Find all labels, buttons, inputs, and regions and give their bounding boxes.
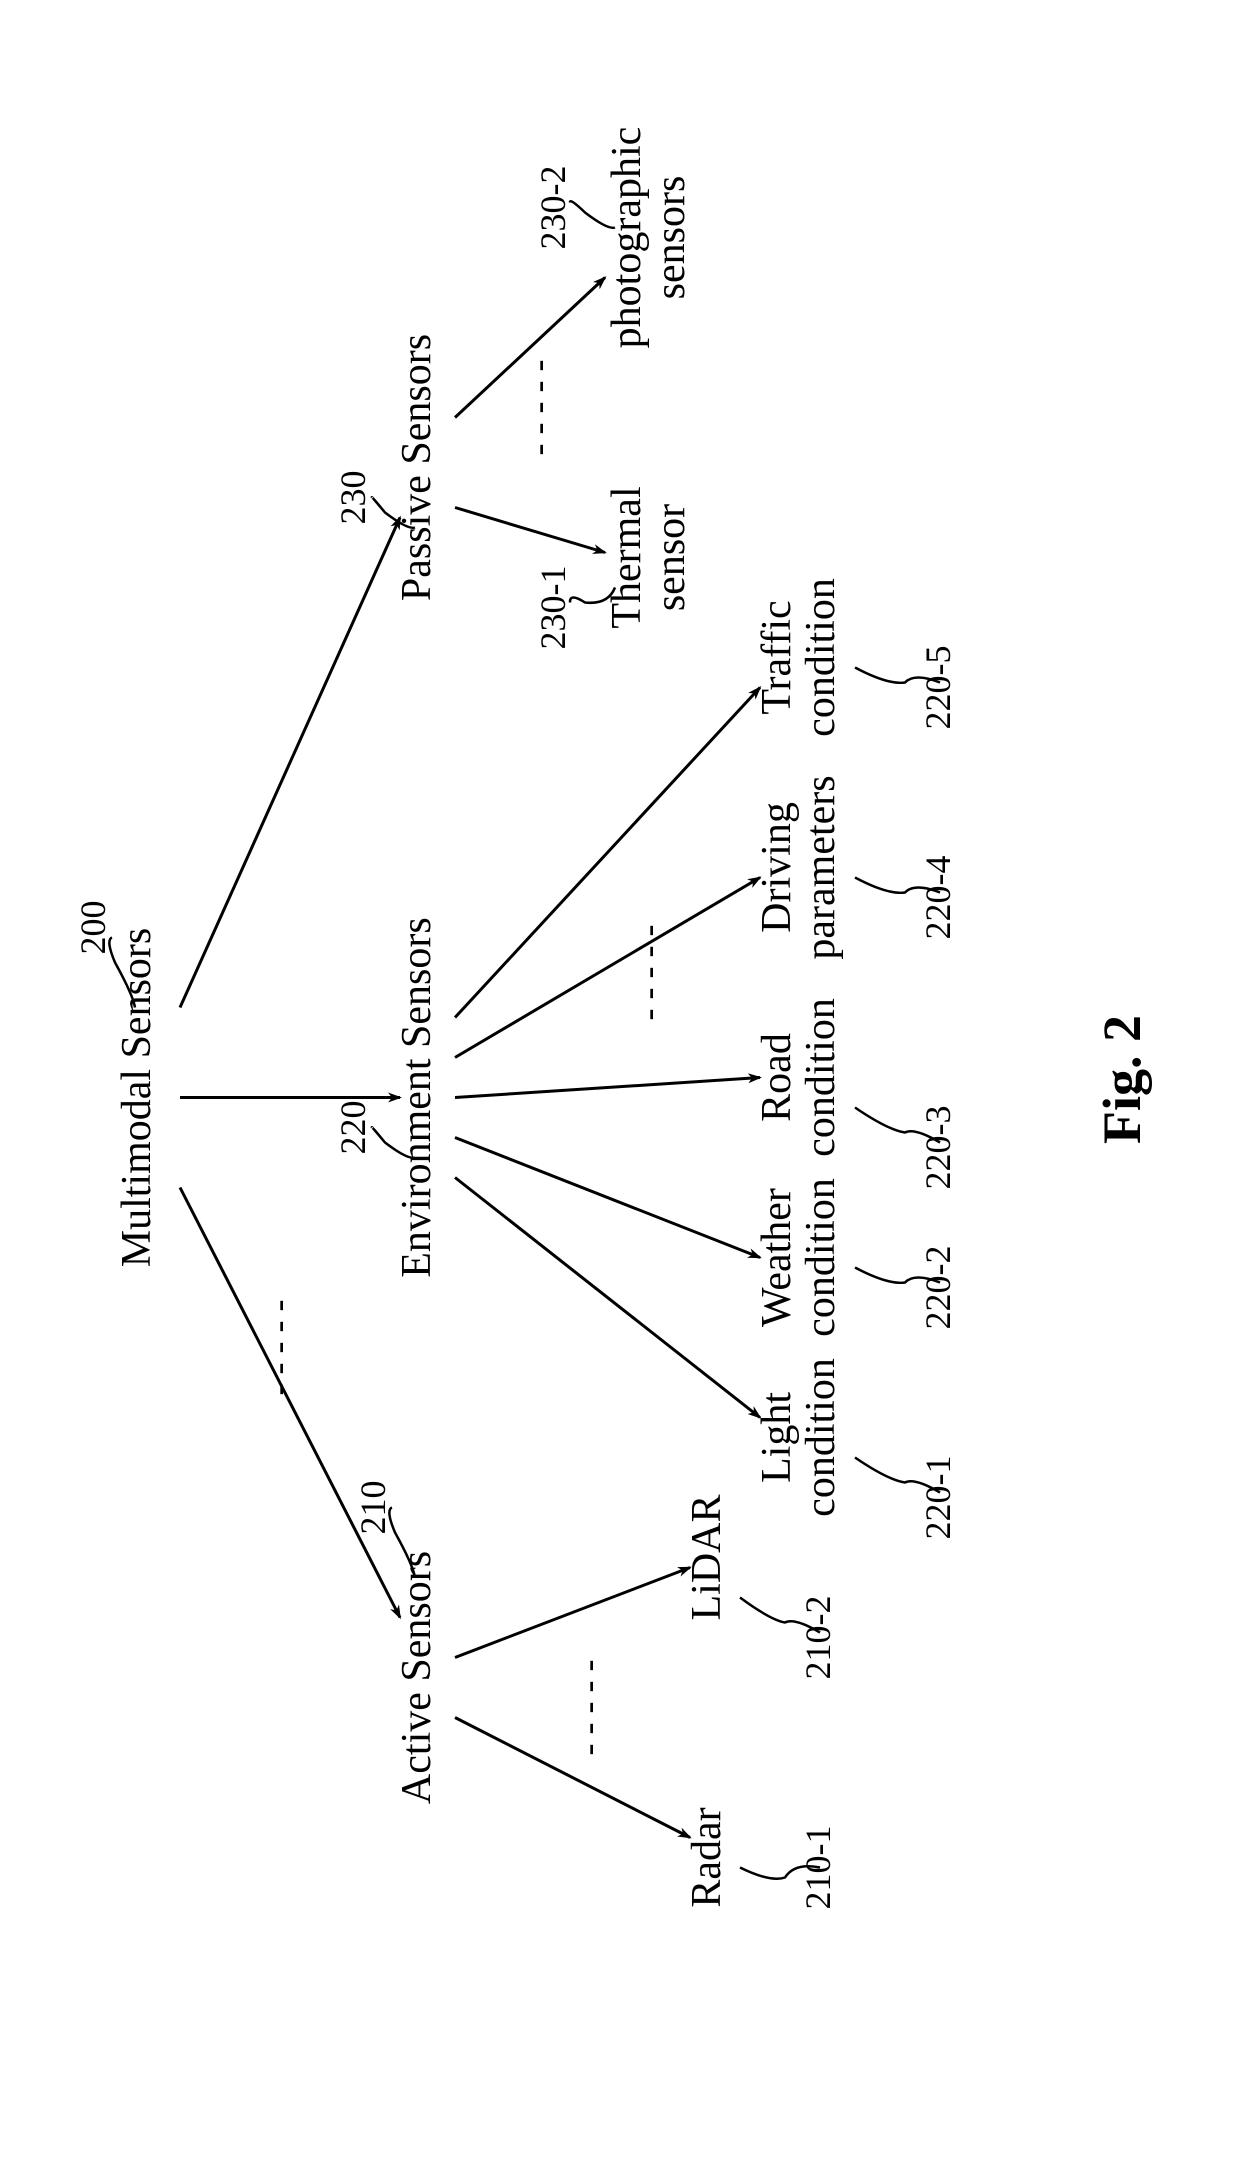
rotated-canvas: - - - - - - - - - - - - - - - - - - - - Mul… — [0, 0, 1240, 2157]
ref-pass: 230 — [333, 470, 373, 524]
ref-root: 200 — [73, 900, 113, 954]
edge-env-to-road — [455, 1077, 760, 1097]
node-wthr: Weathercondition — [754, 1178, 844, 1337]
ref-trf: 220-5 — [918, 645, 958, 729]
node-road: Roadcondition — [754, 998, 844, 1157]
ref-drv: 220-4 — [918, 855, 958, 939]
ref-road: 220-3 — [918, 1105, 958, 1189]
edge-env-to-wthr — [455, 1137, 760, 1257]
edge-env-to-light — [455, 1177, 760, 1417]
ref-env: 220 — [333, 1100, 373, 1154]
ref-active: 210 — [353, 1480, 393, 1534]
diagram-svg: - - - - - - - - - - - - - - - - - - - - Mul… — [0, 0, 1240, 2157]
ref-light: 220-1 — [918, 1455, 958, 1539]
ref-photo: 230-2 — [533, 165, 573, 249]
node-trf: Trafficcondition — [754, 578, 844, 737]
node-pass: Passive Sensors — [394, 333, 440, 600]
continuation-dashes-3: - - - - - — [518, 359, 558, 455]
figure-label: Fig. 2 — [1092, 1015, 1152, 1144]
node-radar: Radar — [684, 1807, 730, 1907]
node-drv: Drivingparameters — [754, 775, 844, 959]
continuation-dashes-0: - - - - - — [258, 1299, 298, 1395]
ref-therm: 230-1 — [533, 565, 573, 649]
node-photo: photographicsensors — [604, 126, 694, 348]
edge-root-to-pass — [180, 517, 400, 1007]
stage: - - - - - - - - - - - - - - - - - - - - Mul… — [0, 0, 1240, 2157]
node-lidar: LiDAR — [684, 1494, 730, 1620]
ref-lidar: 210-2 — [798, 1595, 838, 1679]
continuation-dashes-2: - - - - - — [628, 924, 668, 1020]
node-therm: Thermalsensor — [604, 486, 694, 628]
continuation-dashes-1: - - - - - — [568, 1659, 608, 1755]
ref-wthr: 220-2 — [918, 1245, 958, 1329]
node-active: Active Sensors — [394, 1550, 440, 1803]
node-root: Multimodal Sensors — [114, 927, 160, 1267]
edge-root-to-active — [180, 1187, 400, 1617]
node-env: Environment Sensors — [394, 917, 440, 1277]
edge-pass-to-therm — [455, 507, 605, 552]
node-light: Lightcondition — [754, 1358, 844, 1517]
edge-active-to-lidar — [455, 1567, 690, 1657]
nodes-layer: Multimodal Sensors200 Active Sensors210 En… — [73, 126, 958, 1909]
